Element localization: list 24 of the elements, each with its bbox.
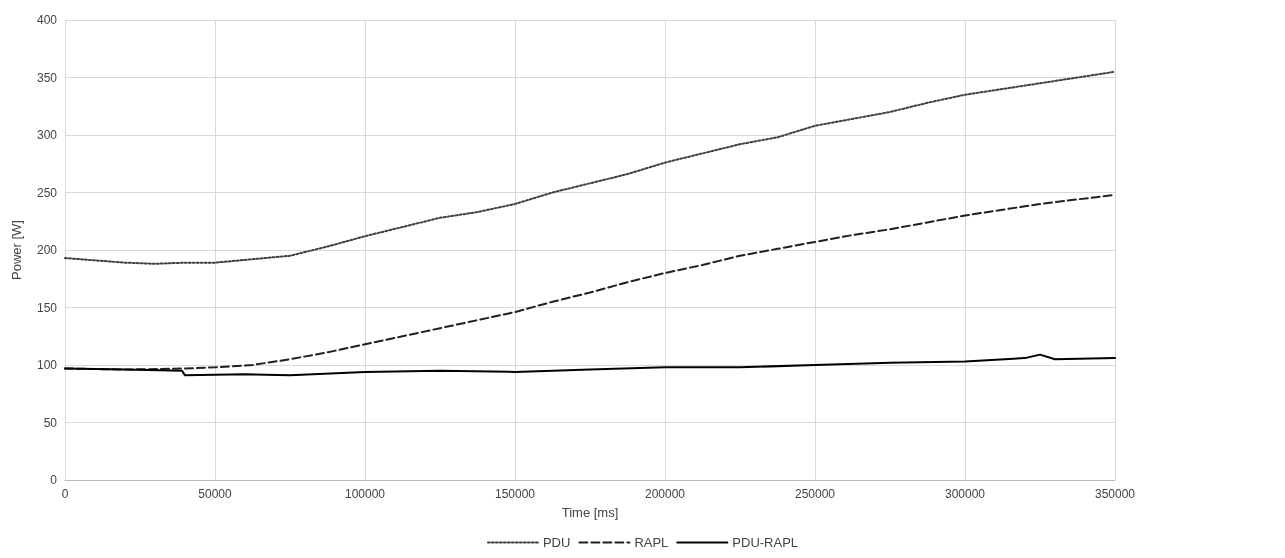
- x-tick-label: 350000: [1094, 487, 1136, 501]
- legend-label: PDU: [542, 535, 571, 550]
- legend-label: PDU-RAPL: [732, 535, 799, 550]
- x-tick-label: 200000: [644, 487, 686, 501]
- y-tick-label: 100: [36, 358, 58, 372]
- y-tick-label: 200: [36, 243, 58, 257]
- x-tick-label: 300000: [944, 487, 986, 501]
- y-tick-label: 350: [36, 70, 58, 85]
- y-tick-label: 50: [43, 415, 58, 430]
- y-tick-label: 250: [36, 185, 58, 200]
- y-tick-label: 0: [50, 473, 58, 487]
- x-tick-label: 250000: [794, 487, 836, 501]
- x-tick-label: 0: [61, 487, 69, 501]
- y-tick-label: 150: [36, 300, 58, 315]
- y-tick-label: 300: [36, 128, 58, 142]
- line-series: [64, 70, 1116, 265]
- line-series: [64, 353, 1116, 377]
- legend-label: RAPL: [634, 535, 669, 550]
- y-tick-label: 400: [36, 13, 58, 27]
- x-axis-title: Time [ms]: [561, 505, 619, 520]
- x-tick-label: 100000: [344, 487, 386, 501]
- x-tick-label: 50000: [198, 487, 233, 501]
- y-axis-title: Power [W]: [9, 220, 24, 280]
- x-tick-label: 150000: [494, 487, 536, 501]
